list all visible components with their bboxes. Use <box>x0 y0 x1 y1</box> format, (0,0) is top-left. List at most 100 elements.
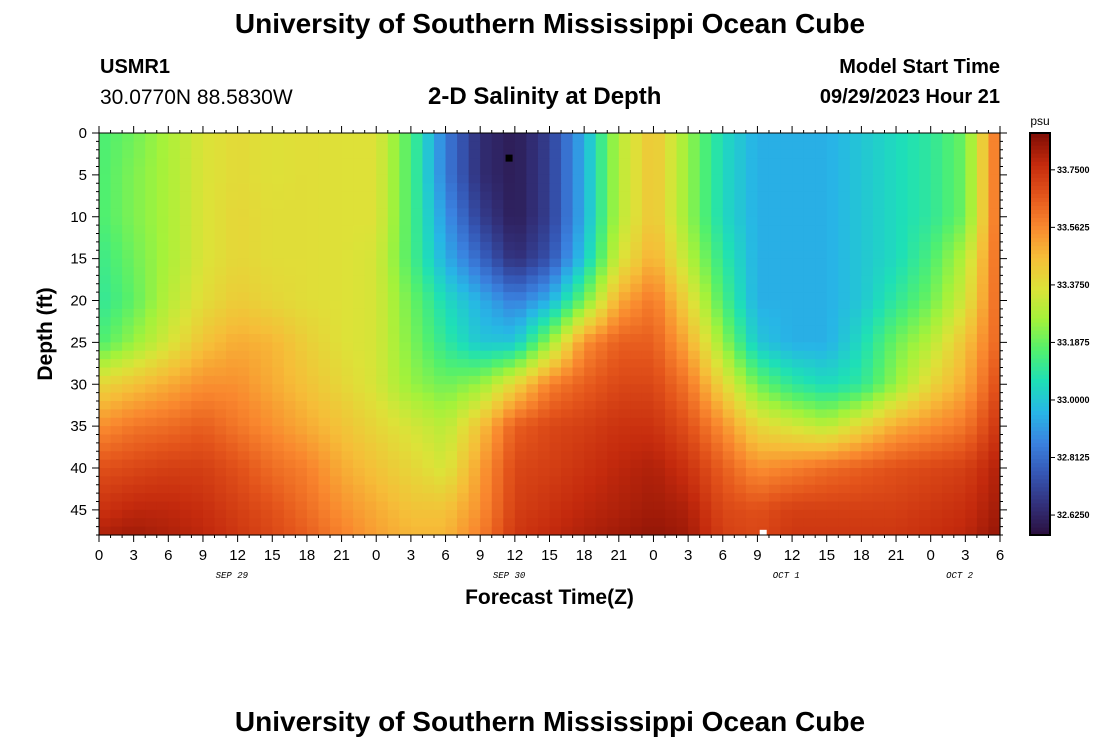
heatmap-cell <box>503 275 516 285</box>
heatmap-cell <box>561 518 574 528</box>
heatmap-cell <box>676 367 689 377</box>
heatmap-cell <box>665 350 678 360</box>
heatmap-cell <box>353 208 366 218</box>
heatmap-cell <box>896 367 909 377</box>
heatmap-cell <box>630 409 643 419</box>
heatmap-cell <box>907 191 920 201</box>
heatmap-cell <box>838 442 851 452</box>
heatmap-cell <box>110 241 123 251</box>
heatmap-cell <box>665 384 678 394</box>
heatmap-cell <box>942 308 955 318</box>
heatmap-cell <box>584 459 597 469</box>
heatmap-cell <box>260 334 273 343</box>
heatmap-cell <box>965 267 978 276</box>
heatmap-cell <box>283 426 296 436</box>
colorbar-band <box>1030 350 1050 355</box>
heatmap-cell <box>976 200 990 209</box>
colorbar-band <box>1030 141 1050 146</box>
heatmap-cell <box>226 367 239 377</box>
heatmap-cell <box>803 267 816 276</box>
heatmap-cell <box>919 367 932 377</box>
heatmap-cell <box>826 300 839 310</box>
heatmap-cell <box>226 392 239 402</box>
heatmap-cell <box>919 434 932 444</box>
heatmap-cell <box>491 476 504 486</box>
x-tick-label: 15 <box>818 547 835 564</box>
heatmap-cell <box>514 501 527 511</box>
heatmap-cell <box>480 426 493 436</box>
heatmap-cell <box>237 216 250 226</box>
heatmap-cell <box>861 325 874 335</box>
heatmap-cell <box>237 208 250 218</box>
heatmap-cell <box>110 518 123 528</box>
heatmap-cell <box>526 426 539 436</box>
heatmap-cell <box>965 334 978 343</box>
heatmap-cell <box>168 225 181 235</box>
heatmap-cell <box>826 292 839 302</box>
heatmap-cell <box>976 526 990 536</box>
heatmap-cell <box>387 149 400 159</box>
heatmap-cell <box>387 509 400 519</box>
heatmap-cell <box>191 350 204 360</box>
heatmap-cell <box>457 233 470 243</box>
heatmap-cell <box>353 451 366 461</box>
heatmap-cell <box>364 442 377 452</box>
heatmap-cell <box>364 484 377 494</box>
heatmap-cell <box>353 526 366 536</box>
heatmap-cell <box>341 459 354 469</box>
heatmap-cell <box>595 225 608 235</box>
heatmap-cell <box>976 384 990 394</box>
heatmap-cell <box>965 191 978 201</box>
heatmap-cell <box>607 191 620 201</box>
heatmap-cell <box>306 342 320 352</box>
heatmap-cell <box>930 468 943 477</box>
heatmap-cell <box>110 158 123 168</box>
heatmap-cell <box>191 233 204 243</box>
heatmap-cell <box>953 468 966 477</box>
heatmap-cell <box>549 241 562 251</box>
heatmap-cell <box>353 258 366 268</box>
heatmap-cell <box>665 174 678 184</box>
heatmap-cell <box>468 233 481 243</box>
heatmap-cell <box>145 417 158 427</box>
heatmap-cell <box>133 258 146 268</box>
heatmap-cell <box>861 350 874 360</box>
x-tick-label: 3 <box>407 547 415 564</box>
heatmap-cell <box>884 375 897 385</box>
heatmap-cell <box>884 191 897 201</box>
heatmap-cell <box>503 325 516 335</box>
heatmap-cell <box>99 476 112 486</box>
heatmap-cell <box>226 208 239 218</box>
heatmap-cell <box>318 476 331 486</box>
heatmap-cell <box>768 493 782 503</box>
heatmap-cell <box>330 359 343 369</box>
heatmap-cell <box>815 191 828 201</box>
heatmap-cell <box>99 141 112 151</box>
heatmap-cell <box>618 451 631 461</box>
heatmap-cell <box>122 158 135 168</box>
heatmap-cell <box>595 200 608 209</box>
heatmap-cell <box>260 149 273 159</box>
heatmap-cell <box>607 518 620 528</box>
heatmap-cell <box>237 476 250 486</box>
heatmap-cell <box>722 401 735 410</box>
heatmap-cell <box>803 225 816 235</box>
colorbar-band <box>1030 289 1050 295</box>
heatmap-cell <box>376 225 389 235</box>
heatmap-cell <box>330 300 343 310</box>
heatmap-cell <box>641 233 655 243</box>
heatmap-cell <box>861 468 874 477</box>
heatmap-cell <box>630 350 643 360</box>
heatmap-cell <box>872 308 886 318</box>
heatmap-cell <box>168 250 181 260</box>
heatmap-cell <box>214 451 227 461</box>
heatmap-cell <box>826 451 839 461</box>
heatmap-cell <box>133 158 146 168</box>
heatmap-cell <box>942 174 955 184</box>
heatmap-cell <box>549 174 562 184</box>
heatmap-cell <box>953 518 966 528</box>
heatmap-cell <box>584 401 597 410</box>
heatmap-cell <box>930 241 943 251</box>
heatmap-cell <box>792 308 805 318</box>
heatmap-cell <box>896 518 909 528</box>
